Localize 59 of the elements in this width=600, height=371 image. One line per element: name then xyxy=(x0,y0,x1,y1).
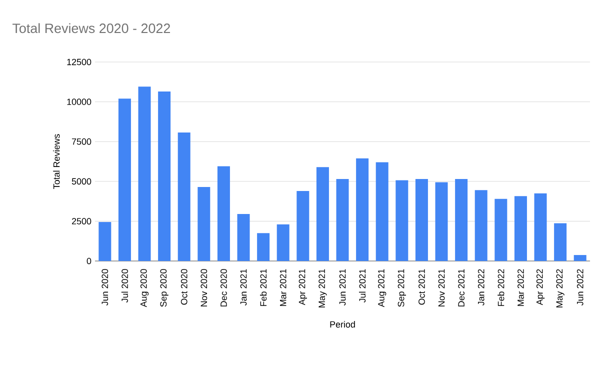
x-tick-label: Oct 2021 xyxy=(418,269,425,305)
bar xyxy=(356,158,369,261)
x-tick-label: May 2021 xyxy=(318,269,327,308)
x-tick-label: Sep 2020 xyxy=(160,269,168,307)
bar xyxy=(574,255,586,261)
x-tick-label: Jun 2020 xyxy=(102,269,108,306)
bar xyxy=(198,186,210,261)
x-tick-label: Dec 2021 xyxy=(458,269,464,306)
bar xyxy=(514,196,527,261)
bar xyxy=(474,190,488,261)
bar xyxy=(534,193,547,261)
y-tick-label: 5000 xyxy=(72,178,92,185)
y-tick-label: 10000 xyxy=(67,98,92,105)
y-tick-label: 0 xyxy=(86,258,92,264)
x-tick-label: Jun 2021 xyxy=(339,269,346,306)
bar xyxy=(296,190,310,261)
y-axis-title: Total Reviews xyxy=(53,134,60,189)
x-tick-label: May 2022 xyxy=(556,269,564,308)
y-tick-label: 7500 xyxy=(72,138,92,145)
bar xyxy=(455,179,468,261)
x-tick-label: Jan 2021 xyxy=(240,269,247,306)
bar xyxy=(158,91,171,261)
bar xyxy=(435,182,448,261)
x-tick-label: Feb 2022 xyxy=(498,269,504,306)
bar xyxy=(276,224,290,261)
x-tick-label: Jul 2020 xyxy=(121,269,128,303)
x-tick-label: Jan 2022 xyxy=(478,269,484,306)
bar xyxy=(257,233,270,261)
x-tick-label: Feb 2021 xyxy=(260,269,267,306)
x-tick-label: Aug 2020 xyxy=(140,269,149,308)
bar xyxy=(316,167,329,261)
y-tick-label: 12500 xyxy=(67,58,92,66)
y-tick-label: 2500 xyxy=(72,218,92,224)
bar xyxy=(396,180,408,261)
bar xyxy=(415,179,428,261)
bar xyxy=(118,98,131,261)
bar xyxy=(217,166,230,261)
x-tick-label: Nov 2020 xyxy=(200,269,208,306)
bar xyxy=(98,222,112,261)
bar xyxy=(376,162,388,261)
x-tick-label: Mar 2022 xyxy=(518,269,524,306)
x-tick-label: Apr 2022 xyxy=(536,269,545,306)
x-tick-label: Mar 2021 xyxy=(280,269,286,306)
x-tick-label: Sep 2021 xyxy=(398,269,406,307)
bar xyxy=(178,132,190,261)
bar xyxy=(554,223,567,261)
bar xyxy=(494,198,508,261)
x-tick-label: Jul 2021 xyxy=(359,269,366,303)
x-tick-label: Oct 2020 xyxy=(180,269,188,305)
x-tick-label: Dec 2020 xyxy=(220,269,227,306)
bar xyxy=(138,86,151,261)
x-tick-label: Apr 2021 xyxy=(298,269,307,306)
x-tick-label: Jun 2022 xyxy=(576,269,584,306)
x-axis-title: Period xyxy=(330,320,355,328)
bar xyxy=(237,214,250,261)
chart-title: Total Reviews 2020 - 2022 xyxy=(12,23,170,34)
x-tick-label: Nov 2021 xyxy=(438,269,445,306)
x-tick-label: Aug 2021 xyxy=(378,269,386,308)
bar xyxy=(336,179,349,261)
